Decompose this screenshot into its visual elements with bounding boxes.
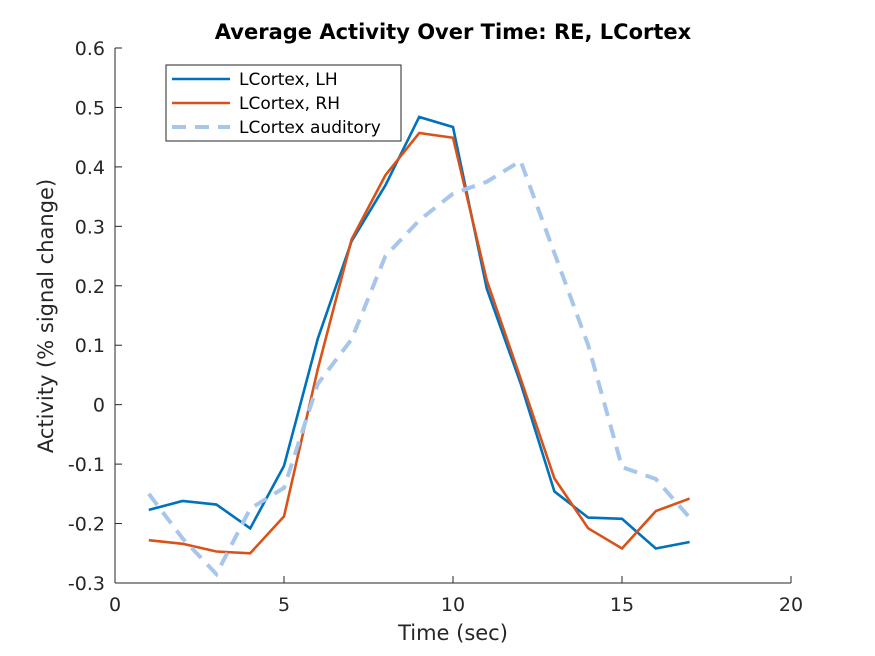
y-tick-label: -0.1: [68, 454, 105, 476]
y-tick-label: 0.5: [75, 97, 105, 119]
y-axis-label: Activity (% signal change): [34, 179, 58, 453]
chart-title: Average Activity Over Time: RE, LCortex: [215, 20, 692, 44]
series-line-2: [148, 131, 691, 555]
legend-label-1: LCortex, LH: [239, 70, 338, 90]
y-tick-label: 0.6: [75, 38, 105, 60]
y-tick-label: -0.3: [68, 573, 105, 595]
series-lines: [147, 115, 692, 578]
x-tick-label: 10: [441, 594, 465, 616]
y-tick-label: 0.4: [75, 157, 105, 179]
x-tick-label: 20: [779, 594, 803, 616]
y-tick-label: 0.2: [75, 276, 105, 298]
x-tick-label: 0: [109, 594, 121, 616]
legend-label-3: LCortex auditory: [239, 118, 381, 138]
x-axis: 0 5 10 15 20: [109, 576, 803, 616]
x-axis-label: Time (sec): [397, 621, 508, 645]
plot-area: [147, 115, 692, 578]
y-tick-label: 0: [93, 395, 105, 417]
x-tick-label: 5: [278, 594, 290, 616]
x-tick-label: 15: [610, 594, 634, 616]
y-tick-label: 0.3: [75, 216, 105, 238]
series-line-3: [147, 157, 692, 578]
legend: LCortex, LH LCortex, RH LCortex auditory: [165, 64, 402, 142]
y-tick-label: 0.1: [75, 335, 105, 357]
y-axis: -0.3 -0.2 -0.1 0 0.1 0.2 0.3 0.4 0.5 0.6: [68, 38, 122, 595]
y-tick-label: -0.2: [68, 514, 105, 536]
legend-label-2: LCortex, RH: [239, 94, 340, 114]
series-line-1: [148, 115, 690, 550]
